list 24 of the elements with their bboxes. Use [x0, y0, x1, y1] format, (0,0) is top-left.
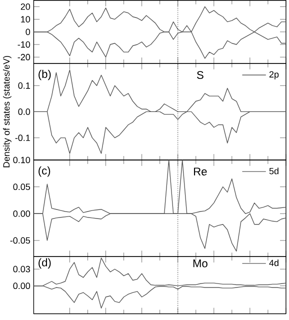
y-tick-label: 0: [26, 28, 30, 36]
annotation: (b): [38, 70, 51, 80]
legend-title: Mo: [193, 260, 208, 268]
y-tick-label: 0.10: [13, 156, 30, 164]
y-tick-label: -0.05: [10, 237, 30, 244]
legend-label: 5d: [269, 168, 278, 174]
y-tick-label: -10: [18, 41, 30, 48]
legend-title: Re: [194, 168, 207, 176]
y-tick-label: 0.00: [13, 282, 30, 290]
y-tick-label: 20: [20, 3, 30, 10]
annotation: (d): [38, 258, 51, 269]
y-axis-title: Density of states (states/eV): [3, 56, 12, 168]
y-tick-label: 0.00: [13, 210, 30, 217]
annotation: (c): [38, 166, 50, 177]
y-tick-label: 10: [21, 16, 30, 22]
y-tick-label: 0.03: [13, 266, 30, 272]
legend-title: S: [197, 71, 204, 79]
legend-label: 2p: [269, 71, 279, 80]
y-tick-label: 0.0: [18, 108, 30, 115]
y-tick-label: -20: [18, 54, 30, 60]
y-tick-label: 0.05: [13, 184, 30, 190]
y-tick-label: 0.1: [18, 82, 30, 89]
series-label: 4d: [269, 259, 278, 266]
y-tick-label: -0.1: [15, 134, 30, 141]
